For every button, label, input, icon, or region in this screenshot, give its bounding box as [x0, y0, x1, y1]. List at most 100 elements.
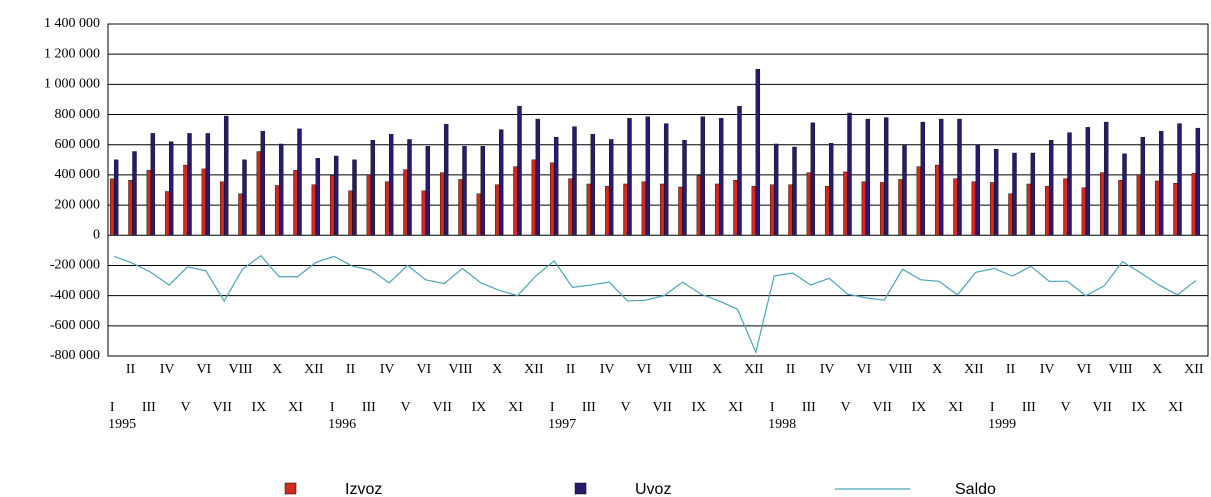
year-label: 1997 — [548, 417, 576, 432]
bar — [714, 183, 720, 236]
bar — [403, 169, 408, 236]
bar — [384, 181, 390, 236]
bar — [1067, 132, 1072, 236]
bar — [586, 183, 592, 236]
bar — [164, 191, 170, 236]
legend-swatch — [284, 482, 297, 495]
bar — [513, 166, 518, 236]
bar — [1012, 152, 1017, 236]
legend-label: Izvoz — [345, 481, 382, 497]
bar — [1026, 183, 1032, 236]
bar — [329, 175, 335, 236]
bar — [531, 159, 537, 236]
bar — [348, 190, 353, 236]
bar — [238, 193, 243, 236]
x-tick-label: VII — [212, 400, 232, 415]
bar — [847, 112, 852, 236]
bar — [938, 118, 944, 236]
bar — [219, 181, 225, 236]
plot-border — [107, 23, 1209, 357]
bar — [1173, 183, 1178, 236]
bar — [1177, 123, 1182, 236]
bar — [553, 136, 559, 236]
x-tick-label: IV — [160, 362, 175, 377]
bar — [494, 184, 500, 236]
bar — [274, 185, 280, 236]
bar — [788, 184, 793, 236]
x-tick-label: XII — [304, 362, 324, 377]
bar — [843, 171, 848, 236]
y-tick-label: 600 000 — [55, 137, 101, 152]
bar — [700, 116, 706, 236]
bar — [975, 144, 981, 236]
y-tick-label: -600 000 — [50, 318, 100, 333]
x-tick-label: IX — [911, 400, 926, 415]
bar — [1118, 179, 1123, 236]
y-tick-label: -800 000 — [50, 348, 100, 363]
x-tick-label: III — [802, 400, 816, 415]
bar — [623, 183, 628, 236]
x-tick-label: III — [582, 400, 596, 415]
x-tick-label: VIII — [888, 362, 912, 377]
bar — [1099, 172, 1105, 236]
bar — [902, 145, 907, 236]
bar — [132, 151, 137, 236]
bar — [627, 118, 632, 236]
x-tick-label: XII — [964, 362, 984, 377]
bar — [641, 181, 647, 236]
bar — [934, 164, 940, 236]
bar — [645, 116, 651, 236]
x-tick-label: VII — [872, 400, 892, 415]
legend-swatch — [574, 482, 587, 495]
x-tick-label: VI — [856, 362, 871, 377]
year-label: 1998 — [768, 417, 796, 432]
x-tick-label: X — [712, 362, 722, 377]
bar — [682, 139, 687, 236]
y-tick-label: 200 000 — [55, 197, 101, 212]
line — [113, 254, 1197, 355]
bar — [333, 155, 339, 236]
x-tick-label: VII — [432, 400, 452, 415]
x-tick-label: II — [1006, 362, 1016, 377]
x-tick-label: IX — [251, 400, 266, 415]
x-tick-label: IV — [1040, 362, 1055, 377]
bar — [1158, 130, 1164, 236]
x-tick-label: XII — [744, 362, 764, 377]
x-tick-label: IV — [600, 362, 615, 377]
bar — [242, 159, 247, 236]
bar — [1103, 121, 1109, 236]
bar — [458, 179, 463, 236]
bar — [462, 146, 467, 236]
bar — [1030, 152, 1036, 236]
bar — [113, 159, 119, 236]
bar — [366, 174, 372, 236]
x-tick-label: X — [932, 362, 942, 377]
bar — [1044, 186, 1050, 236]
bar — [425, 146, 431, 236]
bar — [861, 181, 867, 236]
x-tick-label: VI — [196, 362, 211, 377]
bar — [993, 149, 999, 236]
x-tick-label: IX — [1131, 400, 1146, 415]
bar — [733, 179, 738, 236]
bar — [517, 106, 522, 236]
bar — [792, 146, 797, 236]
bar — [439, 172, 445, 236]
x-tick-label: IX — [691, 400, 706, 415]
bar — [1122, 153, 1127, 236]
bar — [568, 178, 573, 236]
x-tick-label: XII — [524, 362, 544, 377]
x-tick-label: III — [1022, 400, 1036, 415]
bar — [737, 106, 742, 236]
x-tick-label: II — [786, 362, 796, 377]
x-tick-label: V — [180, 400, 190, 415]
x-tick-label: III — [362, 400, 376, 415]
bar — [696, 175, 702, 236]
bar — [604, 186, 610, 236]
x-tick-label: VIII — [448, 362, 472, 377]
bar — [352, 159, 357, 236]
bar — [678, 186, 683, 236]
y-tick-label: 1 000 000 — [44, 77, 100, 92]
bar — [370, 139, 376, 236]
bar — [168, 141, 174, 236]
